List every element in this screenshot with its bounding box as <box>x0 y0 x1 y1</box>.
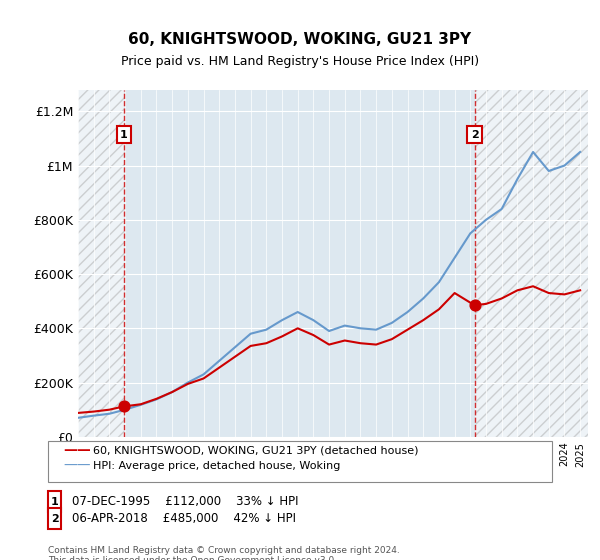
Text: Price paid vs. HM Land Registry's House Price Index (HPI): Price paid vs. HM Land Registry's House … <box>121 55 479 68</box>
Text: 60, KNIGHTSWOOD, WOKING, GU21 3PY (detached house): 60, KNIGHTSWOOD, WOKING, GU21 3PY (detac… <box>93 445 419 455</box>
Text: 2: 2 <box>470 130 478 140</box>
Text: HPI: Average price, detached house, Woking: HPI: Average price, detached house, Woki… <box>93 461 340 471</box>
Text: 1: 1 <box>51 497 58 507</box>
Text: Contains HM Land Registry data © Crown copyright and database right 2024.
This d: Contains HM Land Registry data © Crown c… <box>48 546 400 560</box>
Bar <box>78 90 124 437</box>
Point <box>470 301 479 310</box>
Text: 2: 2 <box>51 514 58 524</box>
Text: 60, KNIGHTSWOOD, WOKING, GU21 3PY: 60, KNIGHTSWOOD, WOKING, GU21 3PY <box>128 32 472 46</box>
Text: 06-APR-2018    £485,000    42% ↓ HPI: 06-APR-2018 £485,000 42% ↓ HPI <box>72 512 296 525</box>
Text: ——: —— <box>63 444 91 457</box>
Text: 07-DEC-1995    £112,000    33% ↓ HPI: 07-DEC-1995 £112,000 33% ↓ HPI <box>72 495 299 508</box>
Point <box>119 402 128 411</box>
Text: ——: —— <box>63 459 91 473</box>
Bar <box>475 90 588 437</box>
Text: 1: 1 <box>120 130 128 140</box>
